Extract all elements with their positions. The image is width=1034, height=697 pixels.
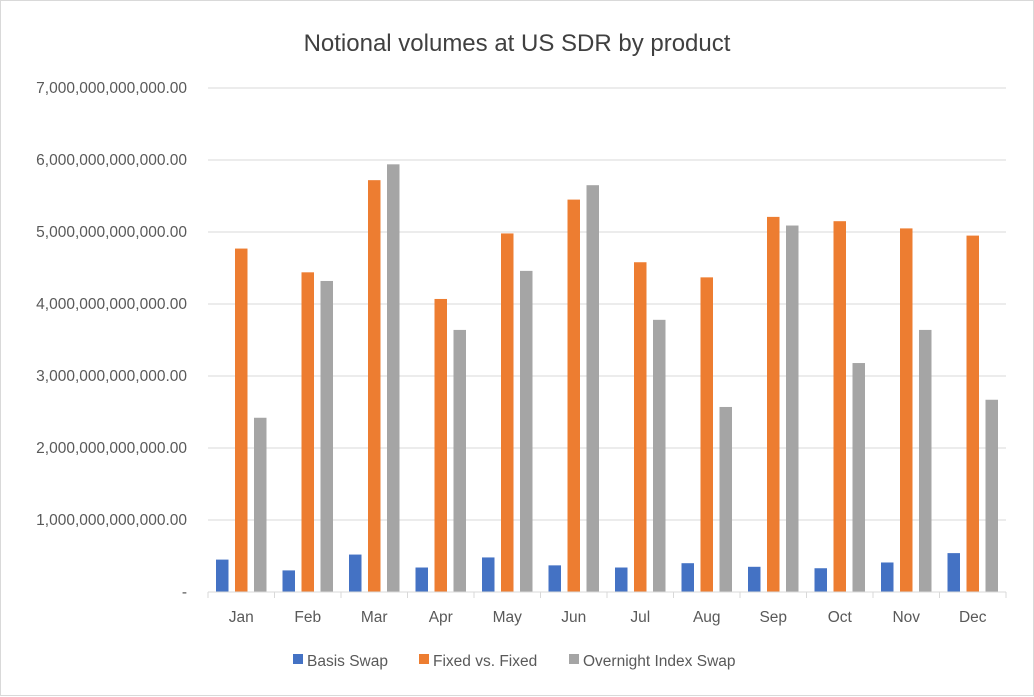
bar-fixed-vs-fixed-mar	[368, 180, 381, 592]
bar-fixed-vs-fixed-may	[501, 233, 514, 592]
bar-fixed-vs-fixed-oct	[833, 221, 846, 592]
bar-overnight-index-swap-aug	[719, 406, 732, 592]
legend: Basis Swap Fixed vs. Fixed Overnight Index…	[293, 653, 736, 670]
legend-label: Overnight Index Swap	[583, 653, 736, 670]
bar-basis-swap-mar	[349, 554, 362, 592]
bar-fixed-vs-fixed-dec	[966, 235, 979, 592]
x-tick-label: Aug	[693, 609, 721, 626]
x-tick-label: Oct	[828, 609, 853, 626]
x-tick-label: Nov	[892, 609, 920, 626]
x-tick-label: Sep	[759, 609, 787, 626]
y-tick-label: 3,000,000,000,000.00	[36, 368, 187, 385]
x-tick-label: Apr	[429, 609, 453, 626]
bar-basis-swap-jan	[216, 559, 229, 592]
y-tick-label: -	[182, 584, 187, 601]
y-tick-label: 4,000,000,000,000.00	[36, 296, 187, 313]
bar-basis-swap-jul	[615, 567, 628, 592]
bar-basis-swap-jun	[548, 565, 561, 592]
bar-overnight-index-swap-apr	[453, 329, 466, 592]
y-tick-label: 7,000,000,000,000.00	[36, 80, 187, 97]
bar-fixed-vs-fixed-feb	[301, 272, 314, 592]
bar-basis-swap-sep	[748, 566, 761, 592]
y-tick-label: 6,000,000,000,000.00	[36, 152, 187, 169]
chart-title: Notional volumes at US SDR by product	[304, 30, 731, 57]
bar-basis-swap-apr	[415, 567, 428, 592]
legend-label: Basis Swap	[307, 653, 388, 670]
x-tick-label: Dec	[959, 609, 987, 626]
legend-swatch	[293, 654, 303, 664]
legend-swatch	[419, 654, 429, 664]
bar-basis-swap-feb	[282, 570, 295, 592]
bar-overnight-index-swap-may	[520, 270, 533, 592]
bar-fixed-vs-fixed-aug	[700, 277, 713, 592]
x-tick-label: Jan	[229, 609, 254, 626]
bar-basis-swap-oct	[814, 568, 827, 592]
bar-basis-swap-nov	[881, 562, 894, 592]
legend-swatch	[569, 654, 579, 664]
bar-overnight-index-swap-feb	[320, 280, 333, 592]
bar-overnight-index-swap-nov	[919, 329, 932, 592]
x-tick-label: Feb	[294, 609, 321, 626]
bar-basis-swap-aug	[681, 563, 694, 592]
bar-overnight-index-swap-mar	[387, 164, 400, 592]
x-tick-label: Mar	[361, 609, 388, 626]
legend-label: Fixed vs. Fixed	[433, 653, 537, 670]
bar-fixed-vs-fixed-apr	[434, 298, 447, 592]
bar-fixed-vs-fixed-nov	[900, 228, 913, 592]
bar-fixed-vs-fixed-jul	[634, 262, 647, 592]
bar-overnight-index-swap-jul	[653, 319, 666, 592]
bar-fixed-vs-fixed-sep	[767, 216, 780, 592]
bars	[216, 164, 998, 592]
y-tick-label: 1,000,000,000,000.00	[36, 512, 187, 529]
y-tick-label: 5,000,000,000,000.00	[36, 224, 187, 241]
x-tick-label: May	[493, 609, 523, 626]
gridlines	[208, 87, 1006, 521]
bar-basis-swap-dec	[947, 553, 960, 592]
y-tick-label: 2,000,000,000,000.00	[36, 440, 187, 457]
bar-fixed-vs-fixed-jun	[567, 199, 580, 592]
bar-overnight-index-swap-oct	[852, 363, 865, 592]
bar-overnight-index-swap-sep	[786, 225, 799, 592]
x-tick-label: Jun	[561, 609, 586, 626]
y-axis: - 1,000,000,000,000.00 2,000,000,000,000.0…	[36, 80, 187, 601]
bar-overnight-index-swap-jan	[254, 417, 267, 592]
x-axis: Jan Feb Mar Apr May Jun Jul Aug Sep Oct Nov Dec	[207, 591, 1007, 626]
bar-overnight-index-swap-jun	[586, 185, 599, 592]
x-tick-label: Jul	[630, 609, 650, 626]
bar-basis-swap-may	[482, 557, 495, 592]
bar-fixed-vs-fixed-jan	[235, 248, 248, 592]
bar-overnight-index-swap-dec	[985, 399, 998, 592]
